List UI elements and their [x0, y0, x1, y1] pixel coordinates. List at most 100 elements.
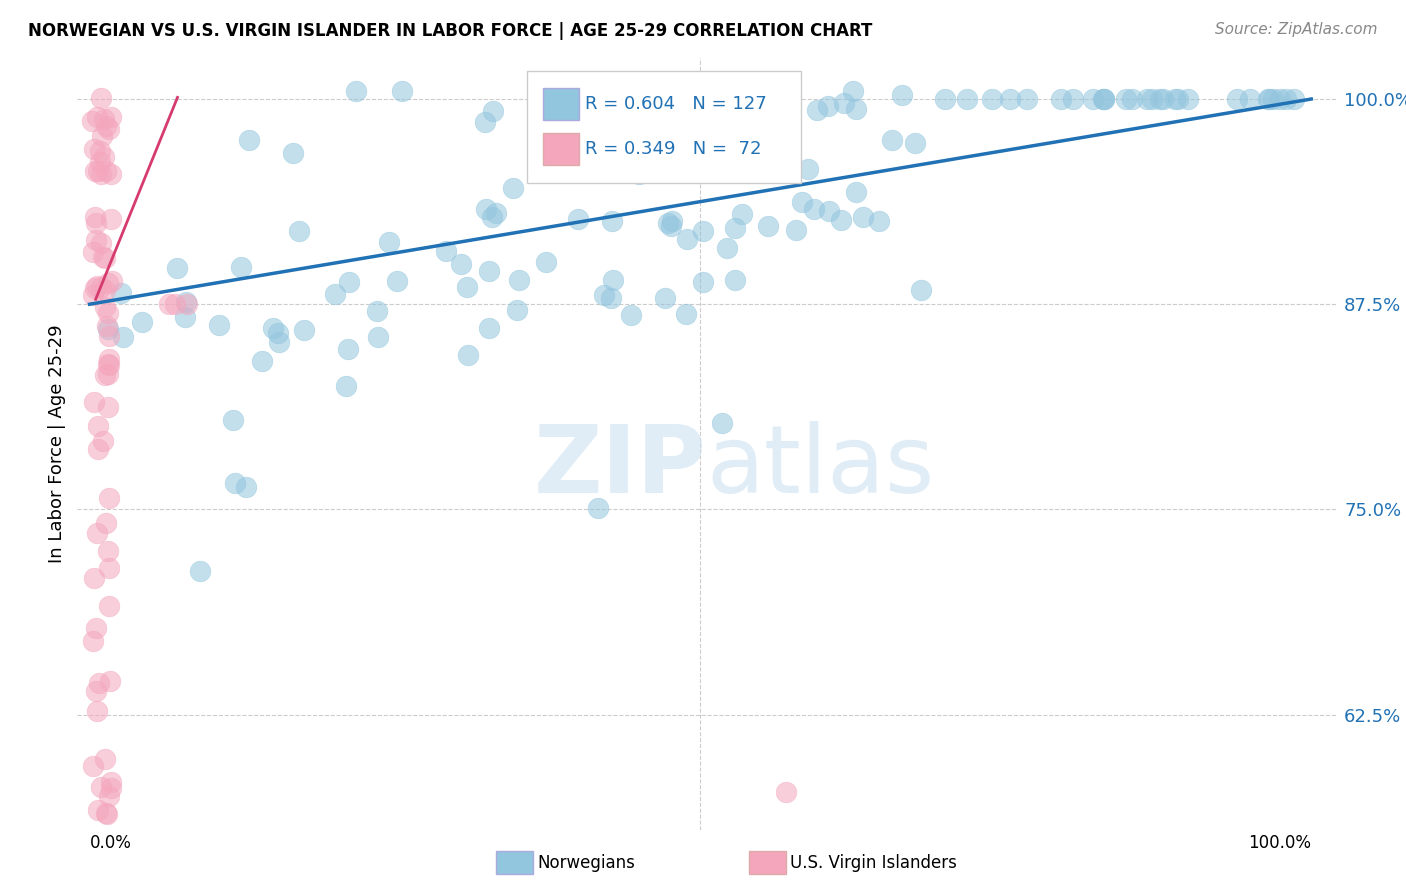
Point — [176, 297, 198, 311]
Point — [661, 214, 683, 228]
Point — [882, 133, 904, 147]
Point — [645, 123, 668, 137]
Point — [262, 320, 284, 334]
Point — [980, 92, 1002, 106]
Point — [323, 287, 346, 301]
Point — [934, 92, 956, 106]
Point — [834, 96, 856, 111]
Point — [94, 516, 117, 530]
Text: R = 0.349   N =  72: R = 0.349 N = 72 — [585, 140, 762, 158]
Point — [90, 235, 112, 250]
Point — [93, 112, 115, 127]
Point — [602, 273, 624, 287]
Point — [478, 320, 501, 334]
Point — [222, 413, 245, 427]
Point — [692, 224, 714, 238]
Point — [1050, 92, 1073, 106]
Point — [267, 334, 290, 349]
Point — [89, 144, 111, 158]
Point — [1092, 92, 1115, 106]
Point — [845, 185, 868, 199]
Point — [1081, 92, 1104, 106]
Point — [165, 297, 187, 311]
Point — [852, 210, 875, 224]
Point — [1282, 92, 1305, 106]
Point — [434, 244, 457, 258]
Point — [1257, 92, 1279, 106]
Point — [903, 136, 925, 150]
Point — [288, 224, 311, 238]
Point — [97, 491, 120, 505]
Point — [1257, 92, 1279, 106]
Point — [534, 154, 557, 169]
Point — [651, 136, 673, 150]
Point — [84, 233, 107, 247]
Point — [1261, 92, 1284, 106]
Point — [724, 220, 747, 235]
Point — [166, 260, 188, 275]
Point — [94, 164, 117, 178]
Point — [654, 292, 676, 306]
Point — [868, 214, 890, 228]
Point — [650, 145, 672, 159]
Point — [481, 211, 503, 225]
Point — [730, 207, 752, 221]
Y-axis label: In Labor Force | Age 25-29: In Labor Force | Age 25-29 — [48, 325, 66, 563]
Point — [100, 273, 122, 287]
Point — [82, 245, 104, 260]
Point — [97, 122, 120, 136]
Point — [724, 273, 747, 287]
Point — [224, 476, 246, 491]
Point — [716, 96, 738, 111]
Point — [337, 342, 360, 356]
Point — [86, 278, 108, 293]
Point — [84, 684, 107, 698]
Point — [235, 480, 257, 494]
Point — [817, 98, 839, 112]
Point — [457, 348, 479, 362]
Point — [344, 84, 367, 98]
Point — [675, 307, 697, 321]
Point — [756, 219, 779, 233]
Point — [83, 571, 105, 585]
Point — [96, 806, 118, 821]
Point — [83, 143, 105, 157]
Point — [1167, 92, 1189, 106]
Point — [998, 92, 1021, 106]
Point — [830, 213, 852, 227]
Point — [1239, 92, 1261, 106]
Point — [1226, 92, 1249, 106]
Point — [803, 202, 825, 216]
Point — [366, 303, 388, 318]
Point — [97, 599, 120, 614]
Point — [775, 785, 797, 799]
Point — [84, 621, 107, 635]
Point — [482, 103, 505, 118]
Point — [292, 323, 315, 337]
Point — [283, 145, 305, 160]
Text: 100.0%: 100.0% — [1249, 835, 1312, 853]
Point — [692, 275, 714, 289]
Point — [1149, 92, 1171, 106]
Point — [87, 676, 110, 690]
Point — [586, 501, 609, 516]
Text: ZIP: ZIP — [534, 421, 707, 513]
Point — [89, 155, 111, 169]
Point — [391, 84, 413, 98]
Point — [97, 321, 120, 335]
Point — [1121, 92, 1143, 106]
Point — [478, 264, 501, 278]
Point — [94, 283, 117, 297]
Point — [620, 308, 643, 322]
Point — [131, 315, 153, 329]
Point — [90, 91, 112, 105]
Point — [100, 111, 122, 125]
Point — [174, 310, 197, 324]
Point — [806, 103, 828, 117]
Point — [385, 274, 408, 288]
Point — [710, 416, 733, 430]
Point — [91, 434, 114, 448]
Point — [1136, 92, 1159, 106]
Point — [86, 526, 108, 541]
Point — [174, 294, 197, 309]
